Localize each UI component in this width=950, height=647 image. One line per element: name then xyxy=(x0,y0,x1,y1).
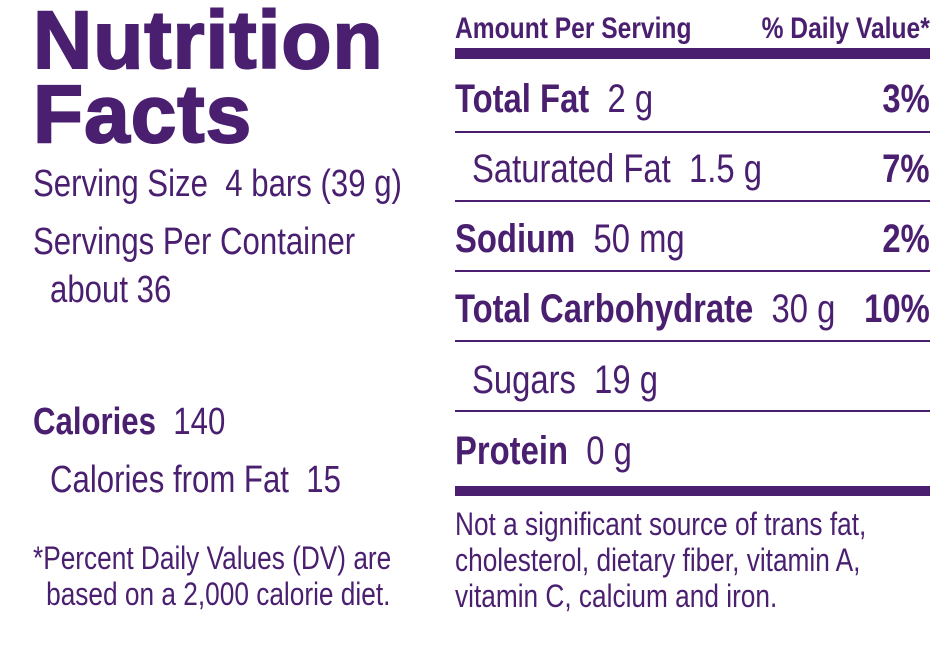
rule xyxy=(455,410,930,412)
nutrient: Sugars xyxy=(472,358,576,402)
rule xyxy=(455,131,930,133)
header-dv: % Daily Value* xyxy=(761,12,930,45)
rule xyxy=(455,200,930,202)
label: Calories xyxy=(33,401,156,443)
daily-value: 7% xyxy=(882,147,930,191)
serving-size: Serving Size 4 bars (39 g) xyxy=(33,162,402,206)
thick-rule xyxy=(455,486,930,496)
amount: 0 g xyxy=(586,429,632,473)
header-amount: Amount Per Serving xyxy=(455,12,692,45)
daily-value: 10% xyxy=(864,287,930,331)
rule xyxy=(455,340,930,342)
nutrient-row: Protein 0 g xyxy=(455,428,930,474)
calories: Calories 140 xyxy=(33,400,225,444)
label: Calories from Fat xyxy=(50,459,289,501)
value: 15 xyxy=(306,459,341,501)
value: 4 bars (39 g) xyxy=(225,163,402,205)
nutrient: Protein xyxy=(455,429,568,473)
amount: 30 g xyxy=(771,287,836,331)
nutrient-row: Total Carbohydrate 30 g 10% xyxy=(455,286,930,332)
amount: 19 g xyxy=(594,358,659,402)
nutrient-row: Sugars 19 g xyxy=(472,357,930,403)
nutrient: Total Fat xyxy=(455,77,590,121)
amount: 50 mg xyxy=(593,217,685,261)
footnote: *Percent Daily Values (DV) are based on … xyxy=(33,540,392,612)
amount: 2 g xyxy=(607,77,654,121)
rule xyxy=(455,270,930,272)
nutrient: Saturated Fat xyxy=(472,147,671,191)
nutrient-row: Total Fat 2 g 3% xyxy=(455,76,930,122)
label: Serving Size xyxy=(33,163,208,205)
servings-label: Servings Per Container xyxy=(33,221,356,263)
nutrient: Total Carbohydrate xyxy=(455,287,754,331)
nutrient-row: Sodium 50 mg 2% xyxy=(455,216,930,262)
table-header: Amount Per Serving % Daily Value* xyxy=(455,12,930,46)
daily-value: 2% xyxy=(882,217,930,261)
note: Not a significant source of trans fat, c… xyxy=(455,506,867,614)
daily-value: 3% xyxy=(882,77,930,121)
thick-rule xyxy=(455,48,930,59)
servings-value: about 36 xyxy=(50,269,172,311)
calories-from-fat: Calories from Fat 15 xyxy=(50,458,341,502)
nutrient: Sodium xyxy=(455,217,576,261)
amount: 1.5 g xyxy=(688,147,762,191)
nutrient-row: Saturated Fat 1.5 g 7% xyxy=(472,146,930,192)
title: Nutrition Facts xyxy=(32,0,384,160)
value: 140 xyxy=(173,401,226,443)
